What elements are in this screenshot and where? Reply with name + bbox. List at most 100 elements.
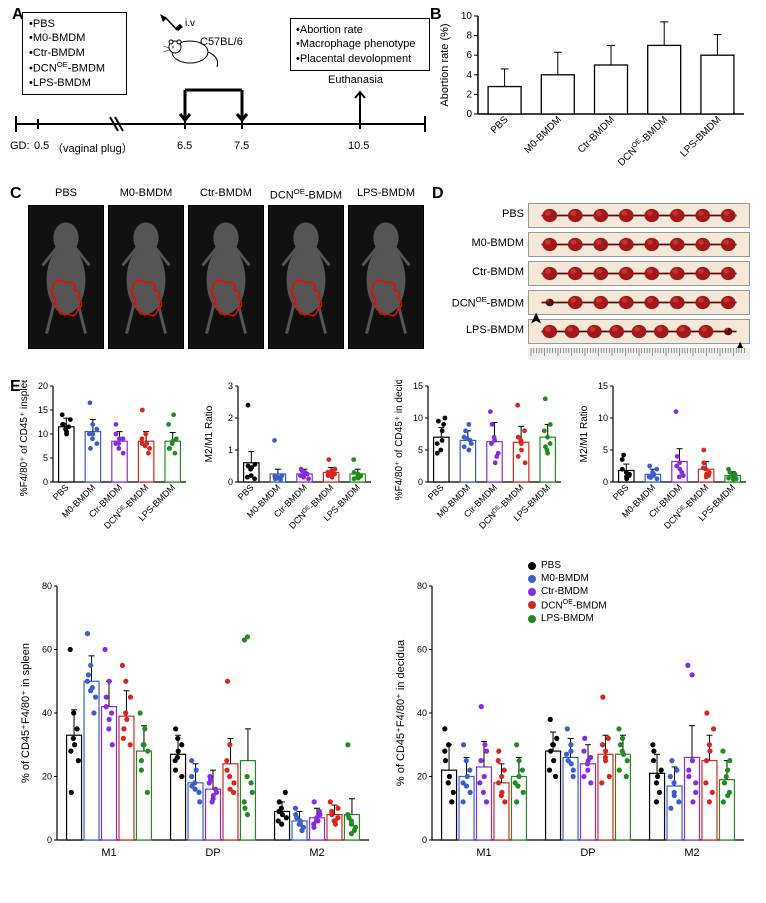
- panel-a: •PBS •M0-BMDM •Ctr-BMDM •DCNOE-BMDM •LPS…: [10, 6, 390, 171]
- svg-text:5: 5: [43, 453, 48, 463]
- tissue-image: [528, 261, 750, 286]
- legend-text: LPS-BMDM: [541, 613, 594, 624]
- tissue-label: Ctr-BMDM: [432, 266, 524, 278]
- chart-spleen-pheno: 0 20 40 60 80 M1 DP M2 % of CD45⁺F4/80⁺ in splee…: [15, 578, 375, 868]
- legend-item: PBS: [528, 560, 607, 571]
- treatment-item: •Ctr-BMDM: [29, 46, 120, 60]
- svg-text:1: 1: [228, 445, 233, 455]
- svg-text:M2: M2: [309, 847, 324, 859]
- mouse-scan: [188, 205, 264, 349]
- svg-text:PBS: PBS: [426, 482, 446, 502]
- scan-label: M0-BMDM: [106, 187, 186, 199]
- panel-d: PBSM0-BMDMCtr-BMDMDCNOE-BMDMLPS-BMDM➤➤: [432, 185, 754, 365]
- svg-text:60: 60: [417, 645, 427, 655]
- svg-text:6: 6: [466, 50, 472, 61]
- svg-text:% of CD45⁺F4/80⁺ in spleen: % of CD45⁺F4/80⁺ in spleen: [20, 643, 32, 783]
- svg-text:PBS: PBS: [51, 482, 71, 502]
- legend-item: Ctr-BMDM: [528, 586, 607, 597]
- legend-dot: [528, 601, 536, 609]
- legend-dot: [528, 615, 536, 623]
- chart-spleen-f480: 05101520PBSM0-BMDMCtr-BMDMDCNOE-BMDMLPS-…: [15, 380, 190, 540]
- svg-text:0: 0: [418, 477, 423, 487]
- svg-text:DP: DP: [580, 847, 595, 859]
- outcome-item: •Abortion rate: [296, 23, 424, 37]
- legend: PBS M0-BMDM Ctr-BMDM DCNOE-BMDM LPS-BMDM: [528, 560, 607, 626]
- strain-label: C57BL/6: [200, 36, 243, 48]
- mouse-scan: [268, 205, 344, 349]
- svg-text:20: 20: [42, 772, 52, 782]
- legend-text: DCNOE-BMDM: [541, 599, 607, 611]
- mouse-scan: [28, 205, 104, 349]
- legend-item: LPS-BMDM: [528, 613, 607, 624]
- svg-text:Abortion rate (%): Abortion rate (%): [439, 23, 451, 106]
- svg-text:PBS: PBS: [611, 482, 631, 502]
- chart-spleen-ratio: 0123PBSM0-BMDMCtr-BMDMDCNOE-BMDMLPS-BMDM…: [200, 380, 375, 540]
- svg-text:0: 0: [422, 835, 427, 845]
- svg-text:M1: M1: [476, 847, 491, 859]
- gd-mark: 0.5: [34, 140, 49, 152]
- svg-text:15: 15: [38, 405, 48, 415]
- legend-item: DCNOE-BMDM: [528, 599, 607, 611]
- outcome-item: •Macrophage phenotype: [296, 37, 424, 51]
- treatments-box: •PBS •M0-BMDM •Ctr-BMDM •DCNOE-BMDM •LPS…: [22, 12, 127, 95]
- svg-text:0: 0: [47, 835, 52, 845]
- svg-text:0: 0: [228, 477, 233, 487]
- svg-text:M2: M2: [684, 847, 699, 859]
- svg-text:0: 0: [466, 109, 472, 120]
- svg-text:5: 5: [603, 445, 608, 455]
- svg-text:20: 20: [38, 381, 48, 391]
- svg-text:0: 0: [603, 477, 608, 487]
- svg-text:2: 2: [228, 413, 233, 423]
- svg-text:15: 15: [598, 381, 608, 391]
- euthanasia-label: Euthanasia: [328, 74, 383, 86]
- tissue-image: [528, 203, 750, 228]
- outcomes-box: •Abortion rate •Macrophage phenotype •Pl…: [290, 18, 430, 71]
- treatment-item: •PBS: [29, 17, 120, 31]
- svg-text:3: 3: [228, 381, 233, 391]
- svg-text:PBS: PBS: [236, 482, 256, 502]
- svg-text:PBS: PBS: [489, 114, 511, 136]
- legend-text: PBS: [541, 560, 561, 571]
- svg-text:4: 4: [466, 70, 472, 81]
- tissue-row: DCNOE-BMDM: [432, 290, 752, 317]
- tissue-image: [528, 232, 750, 257]
- legend-dot: [528, 562, 536, 570]
- treatment-item: •M0-BMDM: [29, 31, 120, 45]
- gd-mark: 7.5: [234, 140, 249, 152]
- legend-dot: [528, 588, 536, 596]
- svg-text:60: 60: [42, 645, 52, 655]
- panel-e: 05101520PBSM0-BMDMCtr-BMDMDCNOE-BMDMLPS-…: [10, 378, 756, 896]
- svg-text:10: 10: [413, 413, 423, 423]
- gd-label: GD:: [10, 140, 30, 152]
- svg-text:M0-BMDM: M0-BMDM: [522, 114, 564, 156]
- treatment-item: •DCNOE-BMDM: [29, 60, 120, 76]
- svg-text:0: 0: [43, 477, 48, 487]
- tissue-row: LPS-BMDM: [432, 319, 752, 346]
- tissue-row: M0-BMDM: [432, 232, 752, 259]
- svg-text:40: 40: [417, 708, 427, 718]
- svg-text:80: 80: [42, 581, 52, 591]
- scan-label: LPS-BMDM: [346, 187, 426, 199]
- svg-text:% of CD45⁺F4/80⁺ in decidua: % of CD45⁺F4/80⁺ in decidua: [395, 639, 407, 786]
- tissue-label: LPS-BMDM: [432, 324, 524, 336]
- scan-label: Ctr-BMDM: [186, 187, 266, 199]
- legend-item: M0-BMDM: [528, 573, 607, 584]
- svg-text:M1: M1: [101, 847, 116, 859]
- svg-text:40: 40: [42, 708, 52, 718]
- ruler: [528, 348, 750, 360]
- svg-text:i.v: i.v: [185, 18, 195, 29]
- panel-c: PBS M0-BMDM Ctr-BMDM DCNOE-BMDM LPS-BMDM: [10, 185, 418, 365]
- tissue-label: PBS: [432, 208, 524, 220]
- svg-text:M2/M1 Ratio: M2/M1 Ratio: [204, 405, 215, 462]
- tissue-image: [528, 319, 750, 344]
- scan-label: DCNOE-BMDM: [266, 187, 346, 202]
- svg-text:10: 10: [598, 413, 608, 423]
- svg-text:LPS-BMDM: LPS-BMDM: [678, 114, 723, 159]
- outcome-item: •Placental devolopment: [296, 52, 424, 66]
- panel-b-chart: 0246810PBSM0-BMDMCtr-BMDMDCNOE-BMDMLPS-B…: [430, 6, 750, 176]
- svg-text:8: 8: [466, 31, 472, 42]
- tissue-row: Ctr-BMDM: [432, 261, 752, 288]
- gd-mark: 6.5: [177, 140, 192, 152]
- svg-text:DP: DP: [205, 847, 220, 859]
- gd-mark: 10.5: [348, 140, 369, 152]
